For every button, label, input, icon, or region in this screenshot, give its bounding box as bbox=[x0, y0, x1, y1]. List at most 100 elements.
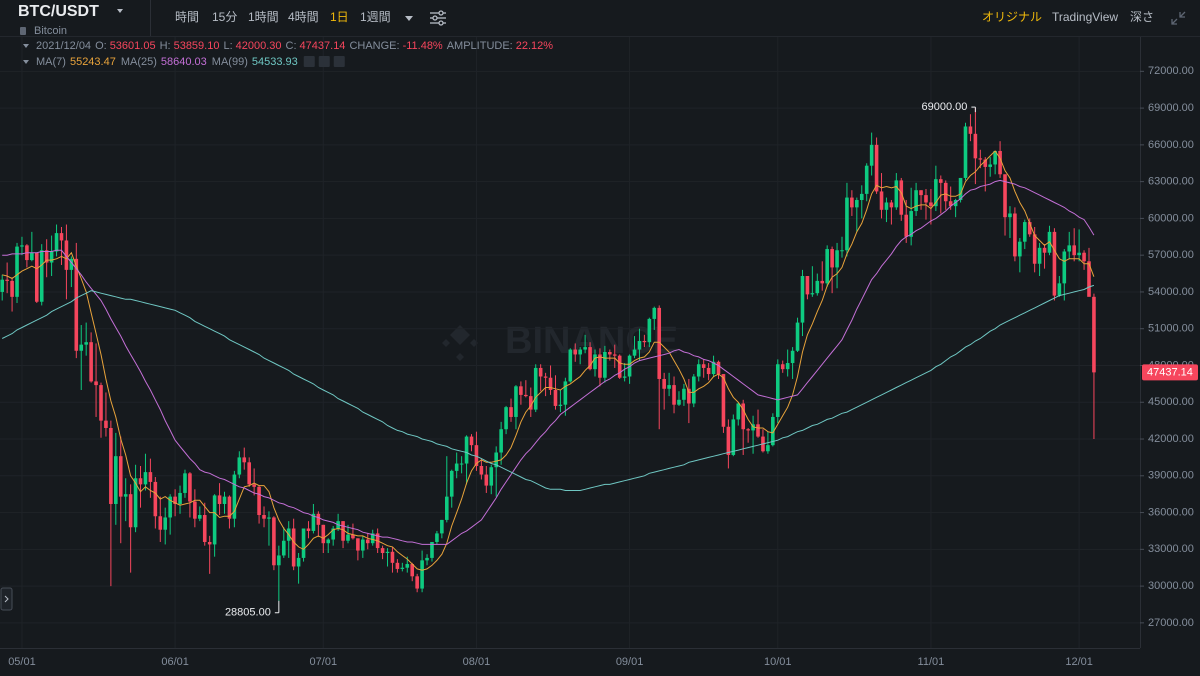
legend-icon[interactable] bbox=[303, 56, 315, 67]
interval-button[interactable]: 時間 bbox=[175, 10, 199, 24]
candle-body bbox=[104, 420, 108, 428]
candle-body bbox=[677, 399, 681, 405]
candle-body bbox=[341, 521, 345, 541]
candle-body bbox=[914, 190, 918, 212]
symbol-name: Bitcoin bbox=[34, 25, 67, 37]
interval-button[interactable]: 1時間 bbox=[248, 10, 279, 24]
candle-body bbox=[49, 251, 54, 263]
candle-body bbox=[741, 403, 745, 430]
legend: 2021/12/04 O: 53601.05 H: 53859.10 L: 42000.30… bbox=[23, 40, 553, 68]
candle-body bbox=[958, 177, 963, 201]
settings-icon[interactable] bbox=[430, 10, 446, 26]
view-switcher: オリジナル TradingView 深さ bbox=[982, 10, 1154, 24]
candle-body bbox=[528, 396, 533, 410]
candle-body bbox=[820, 280, 825, 284]
candle-body bbox=[178, 492, 182, 504]
candle-body bbox=[1052, 231, 1057, 296]
symbol-dropdown[interactable] bbox=[117, 9, 123, 13]
legend-toggle[interactable] bbox=[23, 44, 29, 48]
candle-body bbox=[746, 429, 750, 431]
header-value: 53601.05 bbox=[110, 40, 156, 52]
candle-body bbox=[603, 351, 607, 378]
candle-body bbox=[1082, 252, 1086, 262]
candle-body bbox=[69, 258, 74, 270]
header-date: 2021/12/04 bbox=[36, 40, 91, 52]
candle-body bbox=[548, 377, 553, 390]
candle-body bbox=[524, 394, 528, 397]
candle-body bbox=[1027, 222, 1032, 235]
candle-body bbox=[262, 515, 266, 519]
left-toggle[interactable] bbox=[0, 587, 13, 611]
candle-body bbox=[939, 179, 943, 183]
header-value: -11.48% bbox=[403, 40, 443, 52]
candle-body bbox=[790, 350, 795, 364]
y-tick-label: 42000.00 bbox=[1148, 433, 1194, 445]
candle-body bbox=[20, 245, 24, 247]
candle-body bbox=[1057, 283, 1062, 296]
y-tick-label: 33000.00 bbox=[1148, 543, 1194, 555]
candle-body bbox=[771, 416, 775, 446]
symbol[interactable]: BTC/USDT bbox=[18, 3, 99, 20]
plot: 27000.00 30000.00 33000.00 36000.00 39000.00… bbox=[0, 37, 1198, 668]
candle-body bbox=[1072, 245, 1076, 256]
candle-body bbox=[899, 180, 904, 215]
header-value: 22.12% bbox=[516, 40, 554, 52]
interval-bar: 時間 15分 1時間 4時間 1日 1週間 bbox=[175, 10, 391, 24]
candle-body bbox=[257, 486, 261, 516]
candle-body bbox=[894, 180, 899, 208]
candle-body bbox=[1087, 261, 1091, 297]
candle-body bbox=[247, 462, 251, 485]
candle-body bbox=[109, 427, 113, 504]
candle-body bbox=[296, 557, 301, 567]
interval-button[interactable]: 1日 bbox=[330, 10, 349, 24]
candle-body bbox=[227, 496, 232, 519]
ma-value: 58640.03 bbox=[161, 56, 207, 68]
header-value: 47437.14 bbox=[300, 40, 346, 52]
candle-body bbox=[222, 496, 227, 504]
candle-body bbox=[316, 513, 321, 525]
candle-body bbox=[454, 463, 459, 471]
ma-name: MA(99) bbox=[212, 56, 248, 68]
candle-body bbox=[766, 445, 770, 452]
candle-body bbox=[889, 202, 894, 208]
y-tick-label: 66000.00 bbox=[1148, 139, 1194, 151]
candle-body bbox=[558, 404, 563, 406]
legend-icon[interactable] bbox=[318, 56, 330, 67]
candle-body bbox=[356, 538, 360, 551]
view-button[interactable]: TradingView bbox=[1052, 10, 1118, 24]
y-tick-label: 39000.00 bbox=[1148, 470, 1194, 482]
candle-body bbox=[390, 551, 395, 563]
interval-button[interactable]: 15分 bbox=[212, 10, 237, 24]
candle-body bbox=[395, 562, 400, 569]
more-intervals[interactable] bbox=[405, 16, 413, 21]
view-button[interactable]: 深さ bbox=[1130, 10, 1154, 24]
candle-body bbox=[874, 144, 879, 192]
candle-body bbox=[272, 517, 276, 566]
candle-body bbox=[39, 250, 44, 302]
y-tick-label: 30000.00 bbox=[1148, 580, 1194, 592]
y-tick-label: 27000.00 bbox=[1148, 617, 1194, 629]
legend-toggle[interactable] bbox=[23, 60, 29, 64]
candle-body bbox=[993, 150, 997, 165]
candle-body bbox=[869, 144, 874, 166]
candle-body bbox=[361, 539, 365, 551]
candle-body bbox=[173, 496, 177, 504]
candle-body bbox=[667, 385, 671, 389]
interval-button[interactable]: 1週間 bbox=[360, 10, 391, 24]
legend-icon[interactable] bbox=[333, 56, 345, 67]
candle-body bbox=[711, 361, 716, 375]
candle-body bbox=[1013, 213, 1017, 257]
candle-body bbox=[573, 349, 578, 355]
candle-body bbox=[721, 374, 726, 427]
fullscreen-icon[interactable] bbox=[1171, 11, 1186, 25]
interval-button[interactable]: 4時間 bbox=[288, 10, 319, 24]
candle-body bbox=[301, 528, 306, 558]
candle-body bbox=[578, 349, 582, 355]
candle-body bbox=[1092, 296, 1096, 373]
x-tick-label: 09/01 bbox=[616, 656, 644, 668]
candle-body bbox=[637, 340, 642, 350]
view-button[interactable]: オリジナル bbox=[982, 10, 1042, 24]
candle-body bbox=[306, 528, 311, 531]
